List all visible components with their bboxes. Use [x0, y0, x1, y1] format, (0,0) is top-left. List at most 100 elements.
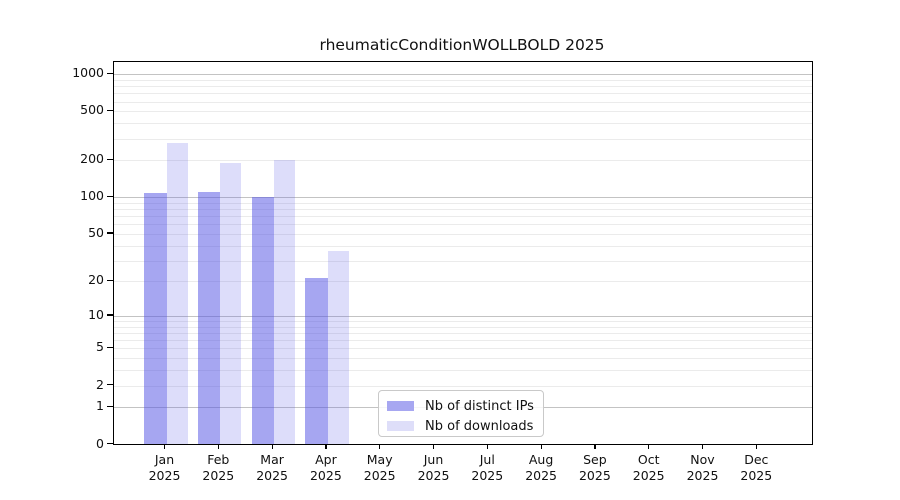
gridline-minor: [114, 245, 812, 247]
year-label: 2025: [632, 467, 665, 483]
bar-downloads: [327, 250, 349, 444]
x-tick-mark: [432, 443, 435, 449]
month-label: Apr: [315, 452, 337, 467]
bar-distinct-ips: [251, 196, 275, 444]
gridline-minor: [114, 209, 812, 211]
year-label: 2025: [525, 467, 557, 483]
gridline-minor: [114, 202, 812, 204]
x-tick-mark: [540, 443, 542, 449]
x-tick-label-oct: Oct 2025: [621, 452, 677, 483]
gridline-minor: [114, 138, 812, 140]
x-tick-label-aug: Aug 2025: [513, 452, 569, 483]
x-tick-mark: [325, 443, 327, 449]
gridline-minor: [114, 321, 812, 323]
gridline-minor: [114, 160, 812, 162]
gridline-minor: [114, 79, 812, 81]
gridline-minor: [114, 233, 812, 235]
gridline-minor: [114, 260, 812, 262]
month-label: Jul: [479, 452, 495, 467]
month-label: Nov: [690, 452, 715, 467]
y-tick-mark: [107, 72, 113, 75]
month-label: Feb: [207, 452, 230, 467]
year-label: 2025: [256, 467, 288, 483]
legend-label: Nb of downloads: [425, 418, 534, 434]
y-tick-label: 10: [88, 307, 104, 323]
month-label: Jun: [423, 452, 444, 467]
year-label: 2025: [363, 467, 396, 483]
y-tick-mark: [107, 232, 113, 234]
gridline-minor: [114, 111, 812, 113]
year-label: 2025: [686, 467, 719, 483]
y-tick-label: 0: [96, 435, 104, 451]
x-tick-mark: [163, 443, 166, 449]
gridline-minor: [114, 93, 812, 95]
year-label: 2025: [309, 467, 342, 483]
month-label: Mar: [260, 452, 284, 467]
gridline-minor: [114, 385, 812, 387]
bar-downloads: [220, 162, 242, 444]
y-tick-mark: [107, 109, 113, 112]
x-tick-mark: [594, 443, 596, 449]
year-label: 2025: [471, 467, 504, 483]
x-tick-label-sep: Sep 2025: [567, 452, 623, 483]
gridline-minor: [114, 86, 812, 88]
gridline-minor: [114, 123, 812, 125]
x-tick-label-apr: Apr 2025: [298, 452, 354, 483]
x-tick-mark: [648, 443, 650, 449]
y-tick-label: 200: [80, 151, 104, 167]
y-tick-label: 1: [96, 398, 104, 414]
x-tick-mark: [217, 443, 219, 449]
bar-downloads: [274, 159, 296, 444]
gridline-minor: [114, 348, 812, 350]
gridline-major: [114, 74, 812, 76]
y-tick-label: 20: [88, 272, 104, 288]
y-tick-mark: [107, 442, 113, 445]
legend-row: Nb of downloads: [379, 417, 543, 435]
gridline-minor: [114, 281, 812, 283]
gridline-minor: [114, 224, 812, 226]
gridline-minor: [114, 370, 812, 372]
gridline-major: [114, 197, 812, 199]
gridline-minor: [114, 216, 812, 218]
year-label: 2025: [740, 467, 773, 483]
y-tick-label: 2: [96, 376, 104, 392]
chart-title: rheumaticConditionWOLLBOLD 2025: [319, 36, 605, 54]
bar-distinct-ips: [197, 191, 221, 444]
year-label: 2025: [148, 467, 181, 483]
legend: Nb of distinct IPs Nb of downloads: [378, 390, 544, 437]
y-tick-label: 500: [80, 102, 104, 118]
year-label: 2025: [417, 467, 450, 483]
legend-label: Nb of distinct IPs: [425, 398, 534, 414]
bar-distinct-ips: [144, 192, 167, 444]
y-tick-mark: [107, 384, 113, 386]
x-tick-label-nov: Nov 2025: [675, 452, 731, 483]
bar-downloads: [166, 142, 188, 444]
x-tick-label-feb: Feb 2025: [190, 452, 246, 483]
y-tick-label: 1000: [72, 65, 104, 81]
x-tick-mark: [379, 443, 381, 449]
legend-swatch-downloads: [387, 421, 414, 431]
x-tick-mark: [701, 443, 704, 449]
x-tick-mark: [486, 443, 488, 449]
gridline-minor: [114, 358, 812, 360]
y-tick-mark: [107, 158, 113, 161]
x-tick-label-jan: Jan 2025: [137, 452, 193, 483]
x-tick-mark: [755, 443, 757, 449]
gridline-minor: [114, 333, 812, 335]
month-label: May: [366, 452, 393, 467]
y-tick-mark: [107, 195, 113, 197]
gridline-minor: [114, 326, 812, 328]
y-tick-mark: [107, 279, 113, 282]
legend-swatch-distinct-ips: [387, 401, 414, 411]
gridline-minor: [114, 340, 812, 342]
month-label: Dec: [744, 452, 769, 467]
y-tick-label: 50: [88, 224, 104, 240]
year-label: 2025: [578, 467, 611, 483]
legend-row: Nb of distinct IPs: [379, 397, 543, 415]
y-tick-label: 5: [96, 339, 104, 355]
y-tick-mark: [107, 314, 113, 316]
x-tick-label-dec: Dec 2025: [728, 452, 784, 483]
month-label: Sep: [583, 452, 607, 467]
x-tick-label-may: May 2025: [352, 452, 408, 483]
